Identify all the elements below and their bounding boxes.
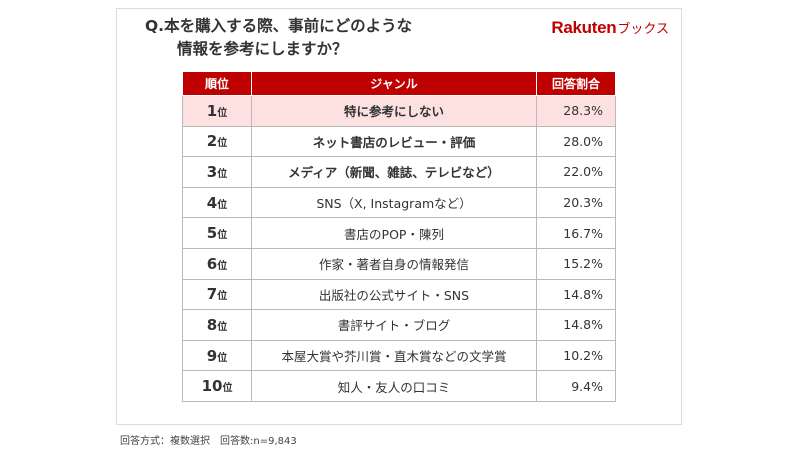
rate-cell: 28.0% [536,125,616,158]
rank-cell: 10位 [182,370,252,402]
genre-cell: 知人・友人の口コミ [251,370,537,402]
response-footnote: 回答方式：複数選択 回答数:n=9,843 [120,436,297,447]
rank-number: 1 [206,101,218,120]
rate-cell: 20.3% [536,186,616,219]
rank-cell: 8位 [182,309,252,341]
table-body: 1位 特に参考にしない 28.3% 2位 ネット書店のレビュー・評価 28.0% 3位 メディ… [182,95,616,402]
genre-cell: SNS（X, Instagramなど） [251,186,537,219]
rank-cell: 7位 [182,278,252,311]
rank-number: 8 [206,315,218,334]
rate-cell: 22.0% [536,156,616,188]
brand-logo-text: Rakuten [551,18,617,37]
table-row: 9位 本屋大賞や芥川賞・直木賞などの文学賞 10.2% [182,339,616,372]
question-line-2: 情報を参考にしますか？ [177,40,348,58]
rank-cell: 2位 [182,125,252,158]
rank-suffix: 位 [217,352,228,364]
rate-cell: 14.8% [536,278,616,311]
genre-cell: 本屋大賞や芥川賞・直木賞などの文学賞 [251,339,537,372]
table-row: 4位 SNS（X, Instagramなど） 20.3% [182,186,616,219]
rank-suffix: 位 [222,383,233,395]
ranking-table: 順位 ジャンル 回答割合 1位 特に参考にしない 28.3% 2位 ネット書店のレビュー… [182,71,616,402]
header-rate: 回答割合 [536,71,616,96]
genre-cell: 出版社の公式サイト・SNS [251,278,537,311]
rank-cell: 9位 [182,339,252,372]
survey-card: Q.本を購入する際、事前にどのような 情報を参考にしますか？ Rakuten ブ… [116,8,682,425]
rate-cell: 28.3% [536,95,616,127]
rate-cell: 14.8% [536,309,616,341]
rank-suffix: 位 [217,138,228,150]
rank-cell: 1位 [182,95,252,127]
rank-number: 2 [206,132,218,151]
table-row: 2位 ネット書店のレビュー・評価 28.0% [182,125,616,158]
rank-suffix: 位 [217,291,228,303]
table-row: 10位 知人・友人の口コミ 9.4% [182,370,616,402]
rank-suffix: 位 [217,260,228,272]
table-row: 5位 書店のPOP・陳列 16.7% [182,217,616,249]
rank-suffix: 位 [217,168,228,180]
rank-suffix: 位 [217,321,228,333]
genre-cell: ネット書店のレビュー・評価 [251,125,537,158]
rank-suffix: 位 [217,199,228,211]
brand-suffix: ブックス [617,22,669,37]
rank-number: 3 [206,162,218,181]
genre-cell: 特に参考にしない [251,95,537,127]
rank-suffix: 位 [217,230,228,242]
question-title: Q.本を購入する際、事前にどのような 情報を参考にしますか？ [145,15,525,61]
rank-suffix: 位 [217,107,228,119]
header-rank: 順位 [182,71,252,96]
rank-cell: 5位 [182,217,252,249]
genre-cell: 書店のPOP・陳列 [251,217,537,249]
header-genre: ジャンル [251,71,537,96]
rank-cell: 6位 [182,247,252,280]
rank-number: 4 [206,193,218,212]
rank-number: 5 [206,224,218,243]
table-row: 7位 出版社の公式サイト・SNS 14.8% [182,278,616,311]
table-row: 1位 特に参考にしない 28.3% [182,95,616,127]
rank-cell: 4位 [182,186,252,219]
rakuten-books-logo: Rakuten ブックス [551,18,669,38]
genre-cell: 作家・著者自身の情報発信 [251,247,537,280]
table-row: 6位 作家・著者自身の情報発信 15.2% [182,247,616,280]
genre-cell: 書評サイト・ブログ [251,309,537,341]
genre-cell: メディア（新聞、雑誌、テレビなど） [251,156,537,188]
table-row: 8位 書評サイト・ブログ 14.8% [182,309,616,341]
rank-number: 9 [206,346,218,365]
rank-cell: 3位 [182,156,252,188]
rate-cell: 16.7% [536,217,616,249]
rank-number: 7 [206,285,218,304]
rate-cell: 10.2% [536,339,616,372]
rank-number: 10 [201,377,223,396]
rate-cell: 15.2% [536,247,616,280]
question-line-1: Q.本を購入する際、事前にどのような [145,17,413,35]
table-row: 3位 メディア（新聞、雑誌、テレビなど） 22.0% [182,156,616,188]
rate-cell: 9.4% [536,370,616,402]
rank-number: 6 [206,254,218,273]
table-header-row: 順位 ジャンル 回答割合 [182,71,616,96]
